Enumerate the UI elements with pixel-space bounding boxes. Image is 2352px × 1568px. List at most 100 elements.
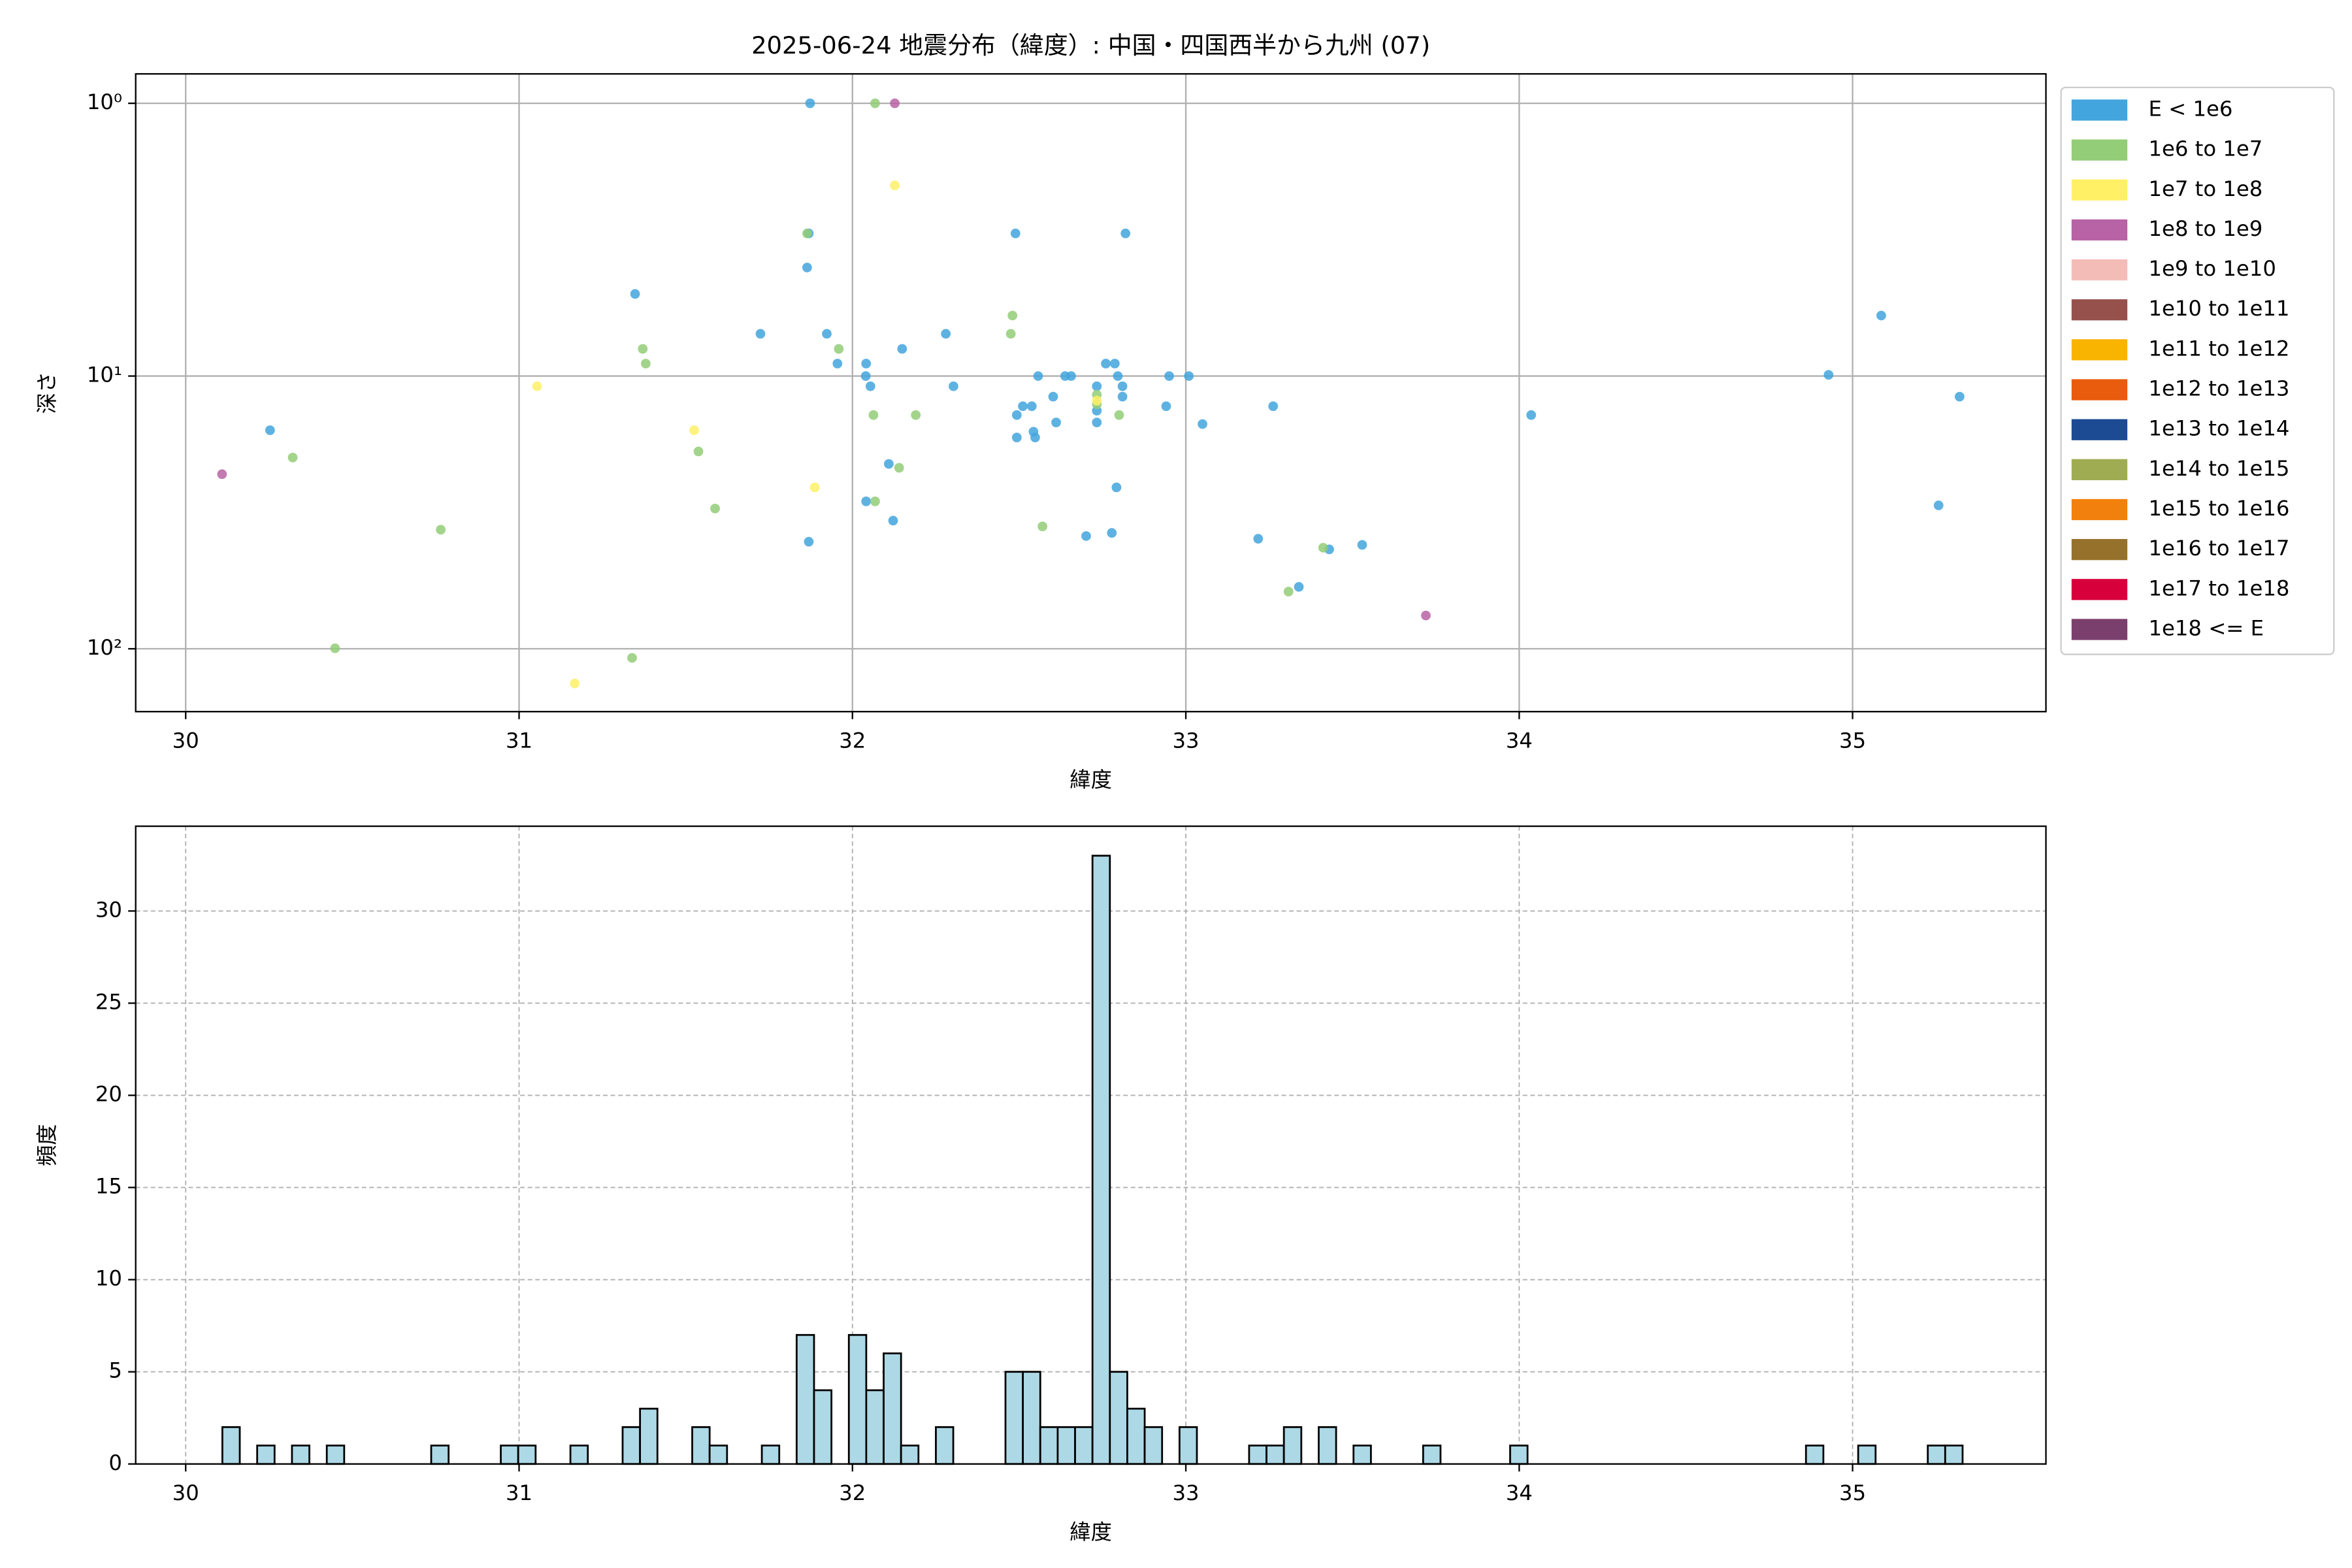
legend-swatch (2071, 179, 2128, 201)
bar (708, 1445, 728, 1465)
point (1184, 371, 1194, 381)
y-tick-label: 10⁰ (87, 90, 122, 114)
bar (1944, 1445, 1964, 1465)
x-tick-label: 35 (1839, 728, 1866, 753)
point (693, 446, 704, 457)
point (1051, 417, 1061, 428)
point (436, 525, 446, 535)
plot-frame (135, 73, 2047, 713)
y-tick-label: 10 (95, 1266, 122, 1291)
point (1092, 395, 1102, 406)
point (1081, 531, 1091, 541)
legend-box (2060, 86, 2335, 655)
point (1421, 610, 1431, 621)
bar (621, 1426, 642, 1465)
bar (1352, 1445, 1372, 1465)
point (802, 263, 812, 272)
x-tick-label: 31 (506, 728, 532, 753)
point (1161, 401, 1171, 412)
bar (500, 1445, 519, 1465)
bar (760, 1445, 781, 1465)
point (809, 482, 820, 493)
point (870, 98, 880, 108)
point (1117, 381, 1128, 391)
x-tick-label: 34 (1506, 728, 1533, 753)
point (1120, 228, 1131, 238)
point (1030, 433, 1040, 443)
point (832, 359, 843, 368)
legend-label: 1e13 to 1e14 (2148, 416, 2289, 441)
point (870, 496, 880, 506)
bar (883, 1352, 902, 1465)
plot-frame (135, 825, 2047, 1465)
point (948, 381, 958, 391)
x-axis-label: 緯度 (1070, 1520, 1112, 1544)
bar (325, 1445, 346, 1465)
bar (1248, 1445, 1267, 1465)
point (755, 329, 766, 339)
point (330, 643, 340, 653)
legend-swatch (2071, 579, 2128, 600)
x-tick-label: 33 (1172, 728, 1199, 753)
point (641, 359, 651, 368)
point (911, 410, 921, 420)
point (805, 98, 815, 108)
legend-label: 1e10 to 1e11 (2148, 296, 2289, 321)
legend-swatch (2071, 339, 2128, 361)
x-tick-label: 30 (172, 1480, 199, 1505)
legend-swatch (2071, 219, 2128, 241)
bar (1109, 1371, 1128, 1465)
legend-label: 1e11 to 1e12 (2148, 336, 2289, 361)
legend-label: E < 1e6 (2148, 96, 2232, 121)
y-tick-label: 20 (95, 1082, 122, 1107)
y-tick-label: 15 (95, 1174, 122, 1199)
point (1018, 401, 1028, 412)
point (570, 678, 580, 689)
point (532, 381, 542, 391)
y-axis-label: 深さ (35, 372, 59, 414)
point (1092, 381, 1102, 391)
legend-label: 1e6 to 1e7 (2148, 137, 2262, 161)
x-axis-label: 緯度 (1070, 767, 1112, 792)
point (1092, 417, 1102, 428)
point (888, 515, 898, 526)
bar (1509, 1445, 1529, 1465)
point (941, 329, 951, 339)
bar (795, 1333, 815, 1465)
point (865, 381, 875, 391)
point (710, 503, 720, 514)
point (1294, 581, 1304, 592)
point (1357, 540, 1367, 550)
bar (1091, 855, 1111, 1465)
point (1026, 401, 1037, 412)
point (1283, 587, 1294, 596)
bar (691, 1426, 711, 1465)
x-tick-label: 34 (1506, 1480, 1533, 1505)
point (1107, 528, 1117, 538)
bar (1266, 1445, 1285, 1465)
point (1037, 521, 1048, 532)
point (1114, 410, 1124, 420)
point (1066, 371, 1076, 381)
point (861, 496, 872, 506)
bar (847, 1333, 868, 1465)
point (861, 359, 872, 368)
legend-label: 1e16 to 1e17 (2148, 536, 2289, 561)
legend-swatch (2071, 99, 2128, 121)
y-tick-label: 0 (108, 1450, 122, 1475)
bar (1143, 1426, 1164, 1465)
point (1253, 534, 1264, 544)
bar (1039, 1426, 1059, 1465)
point (1113, 371, 1123, 381)
bar (1857, 1445, 1877, 1465)
bar (1074, 1426, 1094, 1465)
legend-label: 1e12 to 1e13 (2148, 376, 2289, 401)
point (1954, 391, 1965, 402)
point (1164, 371, 1174, 381)
point (1101, 359, 1111, 368)
point (1318, 542, 1328, 553)
point (1011, 433, 1022, 443)
point (1823, 370, 1834, 380)
legend-swatch (2071, 379, 2128, 400)
